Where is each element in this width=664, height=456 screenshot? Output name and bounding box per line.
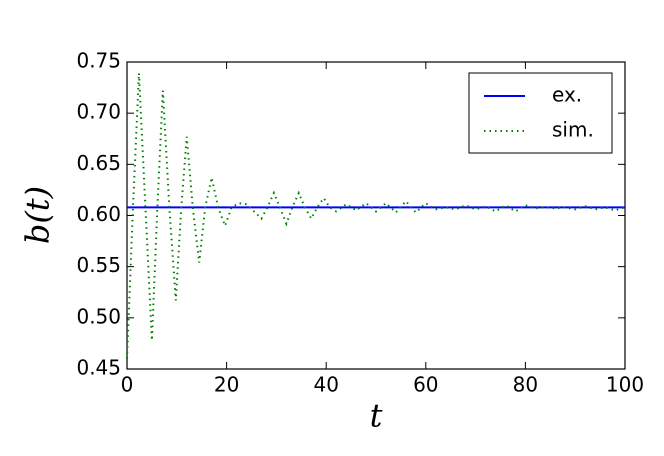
series-line	[126, 73, 626, 359]
y-tick-label: 0.45	[76, 356, 121, 380]
x-tick-label: 40	[313, 373, 338, 397]
y-tick-label: 0.75	[76, 49, 121, 73]
y-tick-label: 0.55	[76, 253, 121, 277]
legend-label: sim.	[552, 118, 594, 142]
y-tick-label: 0.65	[76, 151, 121, 175]
y-tick-label: 0.70	[76, 100, 121, 124]
y-tick-label: 0.60	[76, 202, 121, 226]
y-axis-label: b(t)	[19, 186, 57, 244]
x-tick-label: 60	[413, 373, 438, 397]
legend-label: ex.	[552, 83, 582, 107]
x-tick-label: 0	[121, 373, 134, 397]
x-tick-label: 100	[606, 373, 644, 397]
legend-box	[468, 72, 613, 154]
y-tick-label: 0.50	[76, 304, 121, 328]
x-axis-label: t	[370, 397, 383, 435]
x-tick-label: 80	[513, 373, 538, 397]
x-tick-label: 20	[214, 373, 239, 397]
